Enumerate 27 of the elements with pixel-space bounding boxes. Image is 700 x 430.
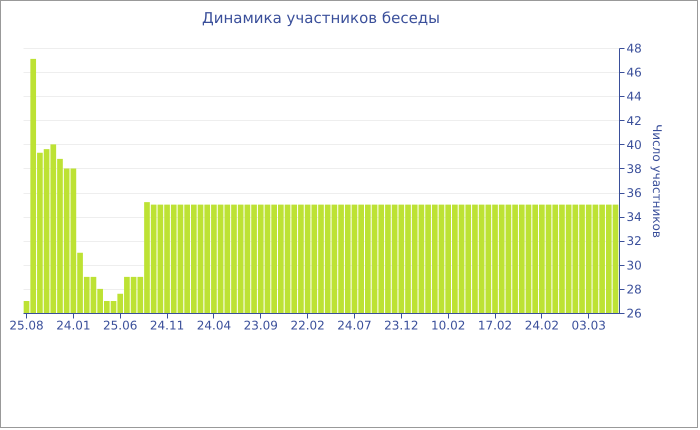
x-tick-label: 23.09	[244, 318, 278, 332]
y-tick-label: 26	[626, 306, 642, 320]
y-tick-label: 38	[626, 162, 642, 176]
x-tick-label: 24.11	[150, 318, 184, 332]
y-tick-label: 34	[626, 210, 642, 224]
y-axis-title: Число участников	[650, 124, 664, 238]
y-tick-label: 42	[626, 114, 642, 128]
x-tick-label: 03.03	[572, 318, 606, 332]
x-tick-label: 17.02	[478, 318, 512, 332]
x-tick-label: 24.04	[196, 318, 232, 332]
chart-title: Динамика участников беседы	[202, 9, 440, 27]
x-tick-label: 24.07	[337, 318, 372, 332]
x-tick-label: 25.06	[103, 318, 138, 332]
x-tick-label: 23.12	[384, 318, 418, 332]
x-tick-label: 25.08	[9, 318, 44, 332]
y-tick-label: 46	[626, 66, 642, 80]
y-tick-label: 36	[626, 186, 642, 200]
y-tick-label: 32	[626, 234, 642, 248]
y-tick-label: 28	[626, 282, 642, 296]
x-tick-label: 22.02	[290, 318, 325, 332]
x-tick-label: 10.02	[430, 318, 466, 332]
x-tick-label: 24.02	[524, 318, 560, 332]
y-tick-label: 48	[626, 42, 642, 56]
y-tick-label: 40	[626, 138, 642, 152]
y-tick-label: 30	[626, 258, 642, 272]
y-tick-label: 44	[626, 90, 642, 104]
x-tick-label: 24.01	[56, 318, 91, 332]
